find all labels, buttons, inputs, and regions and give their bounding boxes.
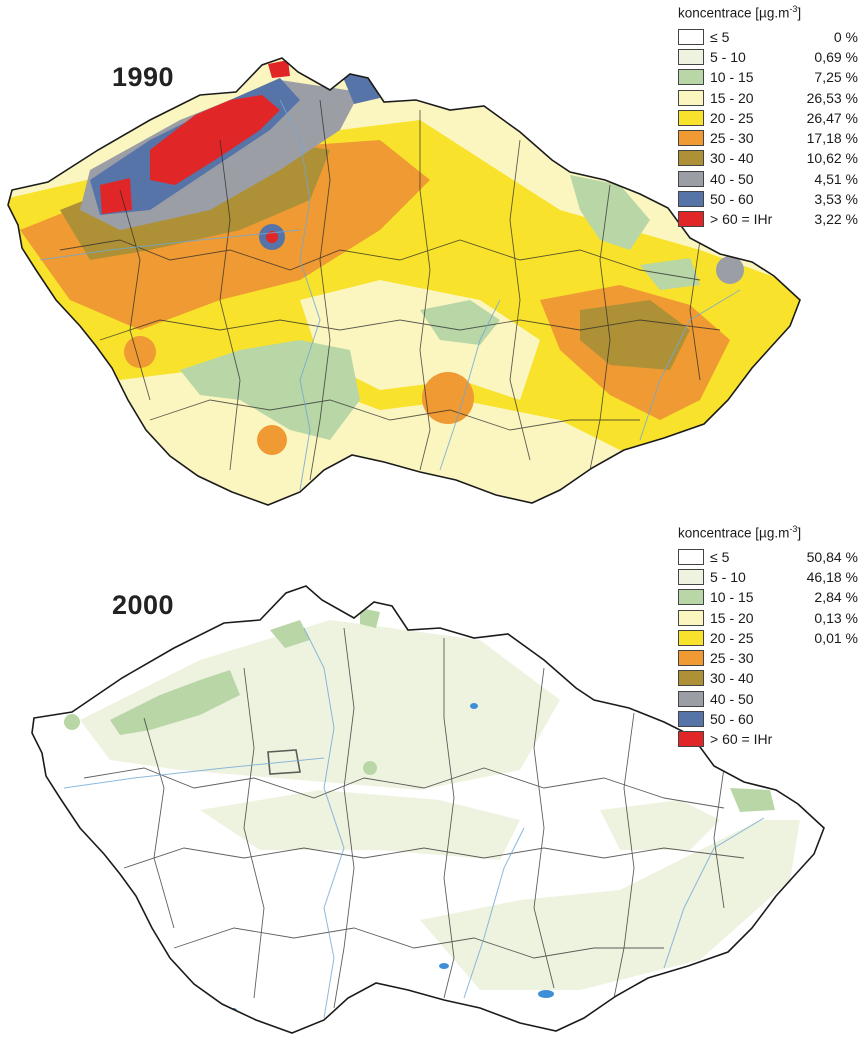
legend-swatch: [678, 211, 704, 228]
legend-row: 25 - 30 17,18 %: [678, 128, 864, 148]
legend-range: 40 - 50: [710, 690, 754, 707]
map-panel-2000: 2000 koncentrace [µg.m-3] ≤ 5 50,84 % 5 -…: [0, 520, 868, 1047]
concentration-map-1990: [7, 57, 801, 506]
legend-1990: koncentrace [µg.m-3] ≤ 5 0 % 5 - 10 0,69 %…: [678, 4, 864, 229]
legend-swatch: [678, 731, 704, 748]
legend-share: 50,84 %: [806, 548, 858, 565]
legend-share: 0,13 %: [814, 609, 858, 626]
legend-swatch: [678, 109, 704, 126]
legend-swatch: [678, 589, 704, 606]
legend-range: 20 - 25: [710, 629, 754, 646]
rivers-1990: [39, 99, 741, 491]
legend-row: 40 - 50: [678, 689, 864, 709]
map-year-label: 2000: [112, 590, 175, 620]
legend-share: 7,25 %: [814, 69, 858, 86]
legend-row: > 60 = IHr 3,22 %: [678, 209, 864, 229]
legend-range: > 60 = IHr: [710, 211, 773, 228]
legend-range: 25 - 30: [710, 130, 754, 147]
legend-swatch: [678, 650, 704, 667]
legend-range: 50 - 60: [710, 191, 754, 208]
legend-range: ≤ 5: [710, 548, 730, 565]
rivers-2000: [63, 627, 765, 1019]
legend-row: 25 - 30: [678, 648, 864, 668]
legend-row: ≤ 5 0 %: [678, 27, 864, 47]
legend-swatch: [678, 191, 704, 208]
legend-range: 10 - 15: [710, 69, 754, 86]
legend-share: 0,69 %: [814, 48, 858, 65]
legend-range: 50 - 60: [710, 711, 754, 728]
legend-range: > 60 = IHr: [710, 731, 773, 748]
legend-swatch: [678, 130, 704, 147]
legend-share: 0 %: [833, 28, 858, 45]
legend-title: koncentrace [µg.m-3]: [678, 4, 802, 21]
legend-row: 50 - 60 3,53 %: [678, 189, 864, 209]
legend-share: 3,22 %: [814, 211, 858, 228]
legend-swatch: [678, 690, 704, 707]
legend-share: 0,01 %: [814, 629, 858, 646]
legend-share: 26,47 %: [806, 109, 858, 126]
legend-swatch: [678, 711, 704, 728]
legend-share: 17,18 %: [806, 130, 858, 147]
legend-range: 40 - 50: [710, 170, 754, 187]
legend-swatch: [678, 48, 704, 65]
legend-row: 5 - 10 0,69 %: [678, 47, 864, 67]
legend-row: ≤ 5 50,84 %: [678, 547, 864, 567]
concentration-map-2000: [31, 585, 825, 1034]
district-boundaries-1990: [59, 99, 721, 481]
legend-range: 15 - 20: [710, 609, 754, 626]
map-panel-1990: 1990 koncentrace [µg.m-3] ≤ 5 0 % 5 - 10 0…: [0, 0, 868, 520]
legend-range: ≤ 5: [710, 28, 730, 45]
legend-row: 50 - 60: [678, 709, 864, 729]
legend-row: 10 - 15 7,25 %: [678, 67, 864, 87]
legend-swatch: [678, 28, 704, 45]
legend-row: 15 - 20 0,13 %: [678, 607, 864, 627]
legend-row: 20 - 25 0,01 %: [678, 628, 864, 648]
legend-row: 15 - 20 26,53 %: [678, 87, 864, 107]
legend-range: 25 - 30: [710, 650, 754, 667]
legend-row: 40 - 50 4,51 %: [678, 169, 864, 189]
legend-share: 46,18 %: [806, 568, 858, 585]
legend-share: 4,51 %: [814, 170, 858, 187]
legend-share: 3,53 %: [814, 191, 858, 208]
legend-swatch: [678, 629, 704, 646]
legend-swatch: [678, 670, 704, 687]
map-year-label: 1990: [112, 62, 175, 92]
legend-swatch: [678, 170, 704, 187]
legend-2000: koncentrace [µg.m-3] ≤ 5 50,84 % 5 - 10 46…: [678, 524, 864, 749]
legend-row: 20 - 25 26,47 %: [678, 108, 864, 128]
legend-swatch: [678, 69, 704, 86]
legend-range: 5 - 10: [710, 568, 746, 585]
legend-swatch: [678, 609, 704, 626]
legend-share: 10,62 %: [806, 150, 858, 167]
legend-swatch: [678, 89, 704, 106]
legend-row: 30 - 40 10,62 %: [678, 148, 864, 168]
legend-range: 20 - 25: [710, 109, 754, 126]
legend-range: 15 - 20: [710, 89, 754, 106]
legend-range: 30 - 40: [710, 150, 754, 167]
legend-title: koncentrace [µg.m-3]: [678, 524, 802, 541]
legend-range: 30 - 40: [710, 670, 754, 687]
legend-swatch: [678, 150, 704, 167]
legend-row: 10 - 15 2,84 %: [678, 587, 864, 607]
legend-row: 5 - 10 46,18 %: [678, 567, 864, 587]
legend-row: 30 - 40: [678, 668, 864, 688]
legend-swatch: [678, 568, 704, 585]
legend-share: 2,84 %: [814, 589, 858, 606]
district-boundaries-2000: [83, 627, 745, 1009]
legend-range: 10 - 15: [710, 589, 754, 606]
legend-swatch: [678, 548, 704, 565]
legend-share: 26,53 %: [806, 89, 858, 106]
legend-row: > 60 = IHr: [678, 729, 864, 749]
legend-range: 5 - 10: [710, 48, 746, 65]
